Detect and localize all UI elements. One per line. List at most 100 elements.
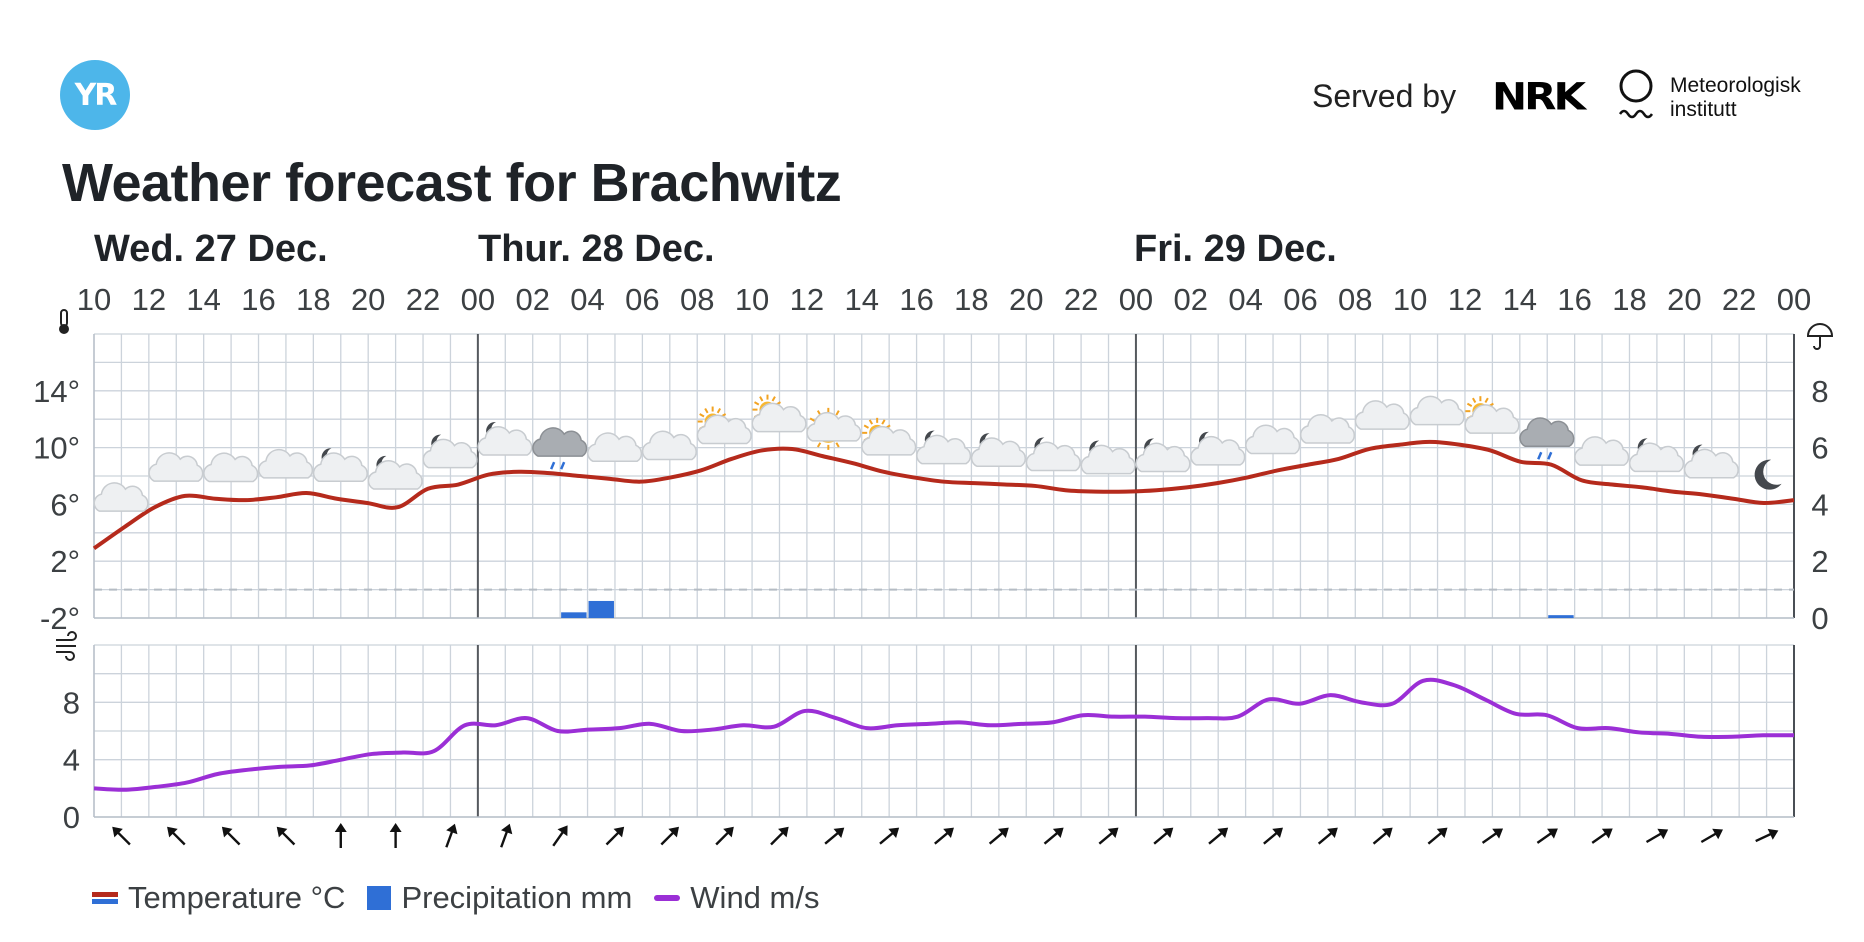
met-institute-logo[interactable]: Meteorologisk institutt bbox=[1670, 74, 1801, 122]
cloud-shape bbox=[258, 448, 314, 479]
sun-ray bbox=[753, 401, 760, 406]
rain-drop bbox=[1537, 451, 1543, 460]
arrow-head bbox=[1492, 828, 1504, 839]
wind-direction-arrow bbox=[715, 826, 734, 846]
cloud-shape bbox=[532, 427, 588, 457]
cloud-shape bbox=[477, 426, 533, 456]
wind-direction-arrow bbox=[1700, 828, 1724, 844]
wind-grid bbox=[93, 644, 1795, 818]
cloud-shape bbox=[861, 425, 917, 456]
cloud-shape bbox=[1299, 414, 1356, 444]
cloudy-icon bbox=[93, 482, 149, 512]
precipitation-bar bbox=[1548, 615, 1574, 618]
y-tick-label-temperature: 6° bbox=[50, 487, 80, 522]
partly-cloudy-night-icon bbox=[312, 448, 368, 483]
y-tick-label-wind: 8 bbox=[63, 685, 80, 720]
sun-ray bbox=[704, 408, 709, 414]
arrow-head bbox=[112, 826, 123, 838]
partly-cloudy-night-icon bbox=[916, 430, 972, 465]
arrow-head bbox=[1436, 827, 1448, 839]
partly-cloudy-night-icon bbox=[367, 455, 423, 490]
arrow-head bbox=[221, 826, 233, 838]
legend-precipitation[interactable]: Precipitation mm bbox=[367, 880, 632, 916]
yr-logo[interactable]: YR bbox=[60, 60, 130, 130]
temperature-legend-icon bbox=[92, 892, 118, 904]
cloud-shape bbox=[1519, 417, 1575, 448]
cloud-shape bbox=[641, 430, 697, 461]
arrow-head bbox=[613, 826, 625, 838]
partly-cloudy-day-icon bbox=[1464, 396, 1520, 434]
thermometer-bulb bbox=[59, 324, 69, 334]
x-tick-label: 06 bbox=[625, 282, 659, 317]
sun-ray bbox=[1472, 397, 1477, 404]
x-tick-label: 14 bbox=[1503, 282, 1537, 317]
wind-direction-arrow bbox=[770, 826, 789, 846]
legend-temperature[interactable]: Temperature °C bbox=[92, 880, 345, 916]
cloudy-icon bbox=[1245, 424, 1301, 455]
wind-legend-icon bbox=[654, 895, 681, 901]
y-tick-label-precipitation: 6 bbox=[1811, 431, 1828, 466]
arrow-head bbox=[167, 826, 178, 838]
wind-direction-arrow bbox=[334, 823, 347, 848]
x-tick-label: 10 bbox=[77, 282, 111, 317]
y-tick-label-temperature: 14° bbox=[33, 374, 80, 409]
cloud-shape bbox=[806, 411, 862, 442]
cloud-shape bbox=[1135, 442, 1191, 473]
y-tick-label-wind: 4 bbox=[63, 743, 80, 778]
arrow-head bbox=[1272, 827, 1283, 839]
partly-cloudy-night-icon bbox=[1135, 438, 1191, 473]
arrow-head bbox=[1381, 827, 1393, 839]
cloudy-icon bbox=[203, 452, 259, 483]
arrow-head bbox=[389, 823, 402, 832]
legend-wind[interactable]: Wind m/s bbox=[654, 880, 819, 916]
legend: Temperature °C Precipitation mm Wind m/s bbox=[92, 880, 841, 916]
wind-direction-arrow bbox=[221, 826, 241, 846]
y-tick-label-temperature: 10° bbox=[33, 431, 80, 466]
arrow-head bbox=[334, 823, 347, 832]
arrow-head bbox=[1107, 827, 1119, 839]
x-tick-label: 16 bbox=[1557, 282, 1591, 317]
rain-drop bbox=[549, 461, 556, 470]
partly-cloudy-day-icon bbox=[696, 406, 752, 445]
cloud-shape bbox=[1080, 444, 1136, 475]
cloud-shape bbox=[696, 414, 752, 445]
arrow-head bbox=[1712, 828, 1724, 840]
arrow-head bbox=[446, 823, 458, 835]
sun-ray bbox=[835, 442, 840, 448]
sun-ray bbox=[816, 442, 822, 448]
moon-shape bbox=[1754, 459, 1782, 490]
wind-direction-arrow bbox=[1372, 827, 1393, 845]
y-tick-label-precipitation: 2 bbox=[1811, 544, 1828, 579]
x-tick-label: 04 bbox=[570, 282, 604, 317]
cloud-shape bbox=[1409, 395, 1465, 426]
partly-cloudy-night-icon bbox=[1190, 431, 1246, 466]
x-tick-label: 10 bbox=[1393, 282, 1427, 317]
x-tick-label: 18 bbox=[1612, 282, 1646, 317]
cloud-shape bbox=[93, 482, 149, 512]
sun-ray bbox=[1466, 402, 1473, 408]
served-by-label: Served by bbox=[1312, 78, 1457, 114]
x-tick-label: 10 bbox=[735, 282, 769, 317]
x-tick-label: 14 bbox=[844, 282, 878, 317]
wind-direction-arrow bbox=[1043, 827, 1064, 845]
x-tick-label: 20 bbox=[1009, 282, 1043, 317]
wind-direction-arrow bbox=[1536, 828, 1558, 844]
partly-cloudy-day-icon bbox=[861, 417, 917, 456]
rain-drop bbox=[1547, 451, 1553, 460]
arrow-head bbox=[501, 823, 513, 835]
cloud-shape bbox=[422, 438, 478, 469]
sun-ray bbox=[835, 410, 840, 416]
cloud-shape bbox=[970, 437, 1026, 467]
arrow-head bbox=[998, 827, 1009, 839]
nrk-logo[interactable]: NRK bbox=[1492, 74, 1586, 119]
x-tick-label: 18 bbox=[296, 282, 330, 317]
x-tick-label: 22 bbox=[1064, 282, 1098, 317]
x-tick-label: 12 bbox=[1448, 282, 1482, 317]
fair-day-icon bbox=[806, 407, 862, 450]
sun-ray bbox=[771, 396, 776, 402]
arrow-head bbox=[557, 825, 568, 837]
met-institute-logo-icon bbox=[1618, 69, 1654, 119]
x-tick-label: 02 bbox=[515, 282, 549, 317]
partly-cloudy-night-icon bbox=[422, 434, 478, 469]
wind-direction-arrow bbox=[389, 823, 402, 848]
